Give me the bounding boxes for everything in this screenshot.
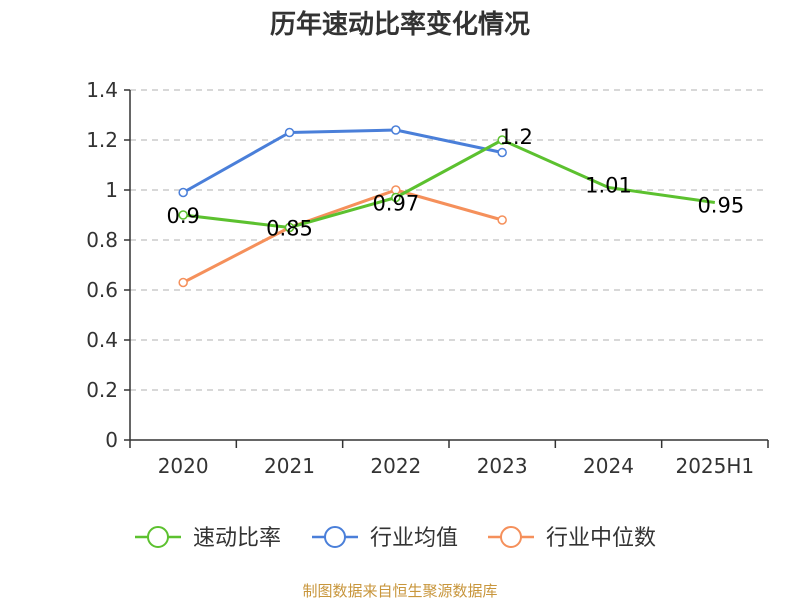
legend-marker <box>147 526 169 548</box>
x-tick-label: 2022 <box>370 454 421 478</box>
data-point[interactable] <box>284 127 295 138</box>
data-point[interactable] <box>391 192 401 203</box>
data-point[interactable] <box>178 210 188 220</box>
data-label: 0.95 <box>697 194 744 218</box>
data-label: 1.2 <box>499 125 532 149</box>
data-label: 0.85 <box>266 217 313 241</box>
legend-marker <box>324 526 346 548</box>
legend[interactable]: 速动比率 行业均值 行业中位数 <box>135 526 656 551</box>
x-tick-label: 2021 <box>264 454 315 478</box>
legend-label: 速动比率 <box>193 526 281 551</box>
legend-marker <box>500 526 522 548</box>
data-point[interactable] <box>284 222 295 233</box>
y-tick-label: 1 <box>105 178 118 202</box>
y-tick-label: 0.6 <box>86 278 118 302</box>
x-tick-label: 2020 <box>158 454 209 478</box>
y-tick-label: 0.4 <box>86 328 118 352</box>
legend-label: 行业中位数 <box>546 526 656 551</box>
axes: 0 0.2 0.4 0.6 0.8 1 1.2 1.4 2020 2021 2022 2023 2024… <box>86 78 769 478</box>
data-label: 0.97 <box>372 192 419 216</box>
data-point[interactable] <box>497 135 507 145</box>
legend-item-2[interactable]: 行业中位数 <box>488 526 656 551</box>
series-line-1 <box>182 128 503 194</box>
data-label: 0.9 <box>166 204 199 228</box>
legend-item-1[interactable]: 行业均值 <box>312 526 458 551</box>
data-labels: 0.9 0.85 0.97 1.2 1.01 0.95 <box>166 125 744 241</box>
series-lines <box>178 125 716 288</box>
legend-label: 行业均值 <box>370 526 458 551</box>
source-note: 制图数据来自恒生聚源数据库 <box>302 582 497 600</box>
series-line-2 <box>182 188 503 284</box>
y-tick-label: 1.2 <box>86 128 118 152</box>
data-point[interactable] <box>178 187 188 198</box>
y-tick-label: 0.8 <box>86 228 118 252</box>
data-point[interactable] <box>497 147 507 158</box>
y-tick-label: 0.2 <box>86 378 118 402</box>
x-tick-label: 2023 <box>477 454 528 478</box>
legend-item-0[interactable]: 速动比率 <box>135 526 281 551</box>
series-line-0 <box>182 138 716 229</box>
grid-lines <box>130 89 768 391</box>
x-tick-label: 2025H1 <box>675 454 754 478</box>
chart-title: 历年速动比率变化情况 <box>270 9 530 40</box>
data-point[interactable] <box>178 277 188 288</box>
y-tick-label: 1.4 <box>86 78 118 102</box>
data-point[interactable] <box>391 125 401 135</box>
data-label: 1.01 <box>585 174 632 198</box>
x-tick-label: 2024 <box>583 454 634 478</box>
data-point[interactable] <box>497 215 507 225</box>
y-tick-label: 0 <box>105 428 118 452</box>
